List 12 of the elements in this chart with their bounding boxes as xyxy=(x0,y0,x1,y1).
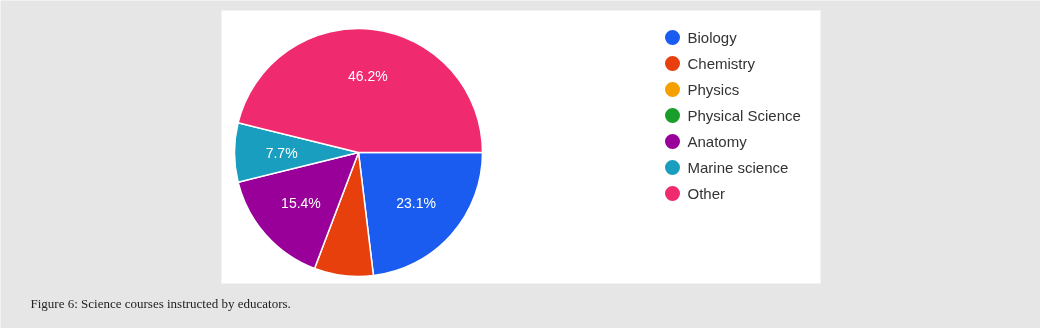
legend-label: Other xyxy=(687,185,726,202)
legend-label: Physics xyxy=(687,81,740,98)
caption: Figure 6: Science courses instructed by educators. xyxy=(30,296,291,311)
data-label: 7.7% xyxy=(265,144,298,161)
data-label: 46.2% xyxy=(347,68,388,85)
data-label: 15.4% xyxy=(281,195,321,212)
legend-label: Biology xyxy=(687,29,738,46)
legend-label: Marine science xyxy=(687,159,789,176)
legend-label: Chemistry xyxy=(687,55,756,72)
legend-label: Physical Science xyxy=(687,107,801,124)
data-label: 23.1% xyxy=(396,195,436,212)
legend-label: Anatomy xyxy=(687,133,748,150)
